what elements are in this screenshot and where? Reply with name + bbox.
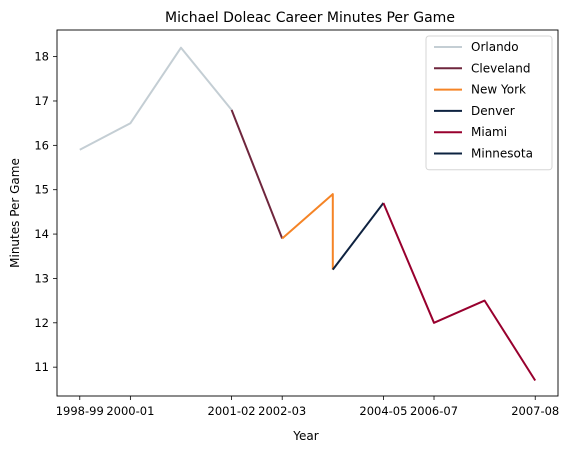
legend-label: Minnesota bbox=[471, 147, 533, 161]
y-tick-label: 13 bbox=[34, 271, 49, 285]
legend: Orlando Cleveland New York Denver Miami Minne… bbox=[425, 35, 553, 171]
legend-label: Miami bbox=[471, 125, 507, 139]
x-axis-label: Year bbox=[292, 429, 318, 443]
plot-frame bbox=[56, 29, 559, 397]
series-line-4 bbox=[382, 202, 537, 382]
y-tick-label: 11 bbox=[34, 360, 49, 374]
y-axis-label: Minutes Per Game bbox=[8, 158, 22, 268]
y-tick-label: 18 bbox=[34, 50, 49, 64]
series-line-2 bbox=[281, 193, 334, 270]
series-line-3 bbox=[332, 202, 385, 271]
x-tick-label: 2000-01 bbox=[106, 404, 154, 418]
legend-label: Denver bbox=[471, 104, 515, 118]
chart-title: Michael Doleac Career Minutes Per Game bbox=[165, 10, 455, 26]
x-tick-label: 1998-99 bbox=[56, 404, 104, 418]
x-axis: 1998-99 2000-01 2001-02 2002-03 2004-05 2006-… bbox=[56, 396, 559, 418]
y-tick-label: 17 bbox=[34, 94, 49, 108]
legend-label: New York bbox=[471, 83, 526, 97]
y-tick-label: 15 bbox=[34, 183, 49, 197]
x-tick-label: 2004-05 bbox=[359, 404, 407, 418]
series-line-1 bbox=[230, 109, 284, 239]
legend-box bbox=[425, 35, 553, 171]
x-tick-label: 2007-08 bbox=[511, 404, 559, 418]
x-tick-label: 2002-03 bbox=[258, 404, 306, 418]
y-tick-label: 16 bbox=[34, 138, 49, 152]
legend-label: Cleveland bbox=[471, 61, 531, 75]
x-tick-label: 2006-07 bbox=[410, 404, 458, 418]
x-tick-label: 2001-02 bbox=[208, 404, 256, 418]
y-tick-label: 14 bbox=[34, 227, 49, 241]
legend-label: Orlando bbox=[471, 40, 519, 54]
series-line-0 bbox=[79, 46, 233, 151]
series-layer bbox=[79, 46, 537, 382]
y-tick-label: 12 bbox=[34, 316, 49, 330]
y-axis: 11 12 13 14 15 16 17 18 bbox=[34, 50, 57, 374]
